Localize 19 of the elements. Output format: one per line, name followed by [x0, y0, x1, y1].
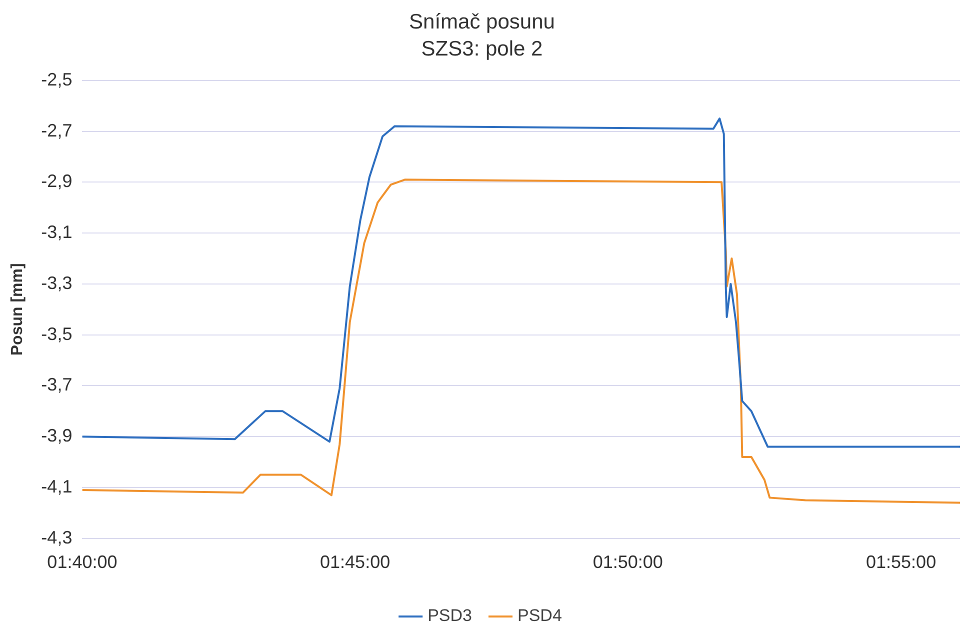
- y-tick-label: -3,7: [41, 374, 72, 395]
- y-axis-title: Posun [mm]: [9, 263, 26, 356]
- x-tick-label: 01:55:00: [866, 552, 936, 572]
- legend-label: PSD3: [428, 606, 472, 626]
- y-tick-label: -3,5: [41, 324, 72, 344]
- y-tick-label: -4,3: [41, 527, 72, 548]
- y-tick-label: -4,1: [41, 476, 72, 496]
- chart-subtitle: SZS3: pole 2: [421, 38, 543, 61]
- x-tick-label: 01:45:00: [320, 552, 390, 572]
- y-tick-label: -2,7: [41, 120, 72, 140]
- y-tick-label: -3,3: [41, 272, 72, 293]
- chart-title: Snímač posunu: [409, 10, 555, 34]
- y-tick-label: -3,9: [41, 426, 72, 446]
- y-tick-label: -2,5: [41, 69, 72, 90]
- x-tick-label: 01:40:00: [47, 552, 118, 572]
- legend-label: PSD4: [518, 606, 562, 626]
- y-tick-label: -3,1: [41, 222, 72, 242]
- x-tick-label: 01:50:00: [592, 552, 663, 572]
- y-tick-label: -2,9: [41, 171, 72, 192]
